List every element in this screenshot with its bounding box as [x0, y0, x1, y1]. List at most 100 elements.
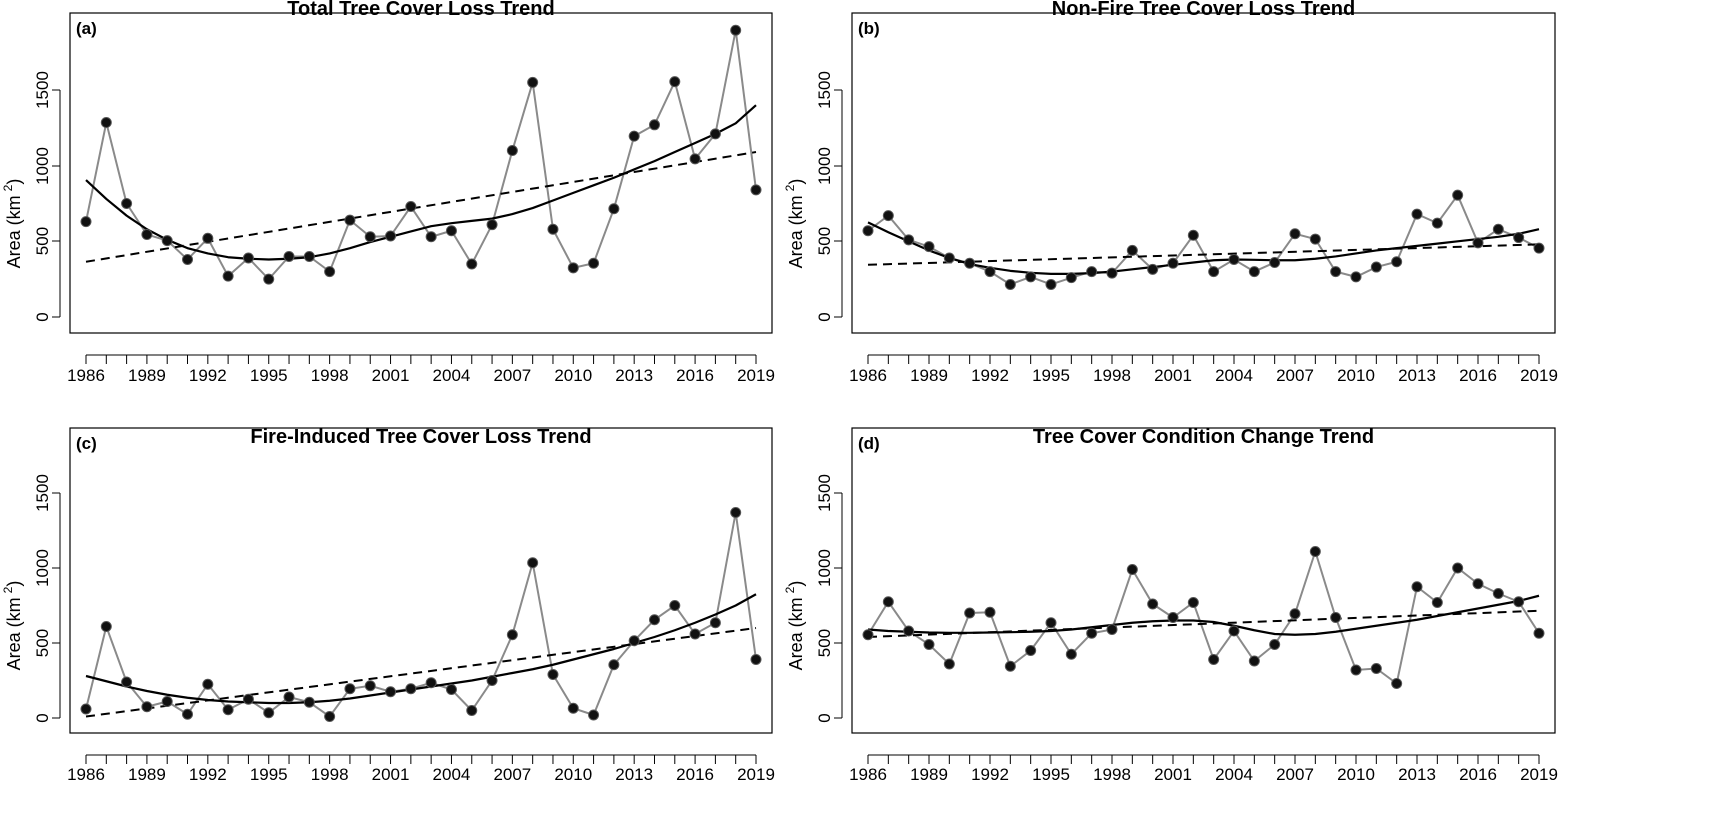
y-axis-title-close: ): [4, 179, 24, 185]
y-axis-title-main: Area (km: [786, 195, 806, 268]
y-tick-label: 1500: [815, 474, 834, 512]
x-tick-label: 2007: [1276, 765, 1314, 784]
x-tick-label: 2016: [1459, 765, 1497, 784]
x-tick-label: 2019: [1520, 765, 1558, 784]
y-tick-label: 0: [815, 713, 834, 722]
y-tick-label: 1000: [33, 549, 52, 587]
data-point: [527, 557, 539, 569]
data-point: [588, 709, 600, 721]
data-point: [882, 210, 894, 222]
data-point: [648, 119, 660, 131]
y-axis-title: Area (km 2): [783, 179, 806, 269]
data-point: [1269, 257, 1281, 269]
data-point: [648, 614, 660, 626]
data-point: [1228, 625, 1240, 637]
data-point: [1533, 627, 1545, 639]
y-axis-title-close: ): [786, 581, 806, 587]
data-point: [1452, 189, 1464, 201]
x-tick-label: 2001: [372, 366, 410, 385]
data-point: [1025, 271, 1037, 283]
data-point: [1147, 598, 1159, 610]
data-point: [202, 232, 214, 244]
data-point: [567, 262, 579, 274]
data-point: [405, 201, 417, 213]
data-point: [425, 231, 437, 243]
data-point: [1472, 578, 1484, 590]
data-point: [486, 219, 498, 231]
observed-series-line: [867, 548, 1540, 686]
x-tick-label: 2016: [676, 366, 714, 385]
data-point: [506, 145, 518, 157]
smoothed-trend-line: [867, 221, 1540, 275]
data-point: [242, 693, 254, 705]
y-tick-label: 500: [815, 629, 834, 657]
data-point: [1004, 278, 1016, 290]
data-point: [1391, 678, 1403, 689]
panel-b: Non-Fire Tree Cover Loss Trend (b) 0 500 100…: [783, 0, 1558, 385]
data-point: [1086, 627, 1098, 639]
data-point: [1370, 663, 1382, 674]
data-point: [486, 675, 498, 686]
data-point: [445, 684, 457, 695]
x-tick-label: 1992: [189, 366, 227, 385]
data-point: [506, 629, 518, 641]
x-tick-label: 1986: [849, 366, 887, 385]
data-point: [984, 266, 996, 278]
data-point: [141, 701, 153, 713]
data-point: [283, 250, 295, 262]
data-point: [709, 617, 721, 629]
x-tick-label: 2001: [1154, 765, 1192, 784]
x-tick-label: 2013: [615, 765, 653, 784]
y-tick-label: 1500: [33, 474, 52, 512]
data-point: [588, 257, 600, 269]
x-tick-label: 1989: [910, 366, 948, 385]
linear-trend-line: [85, 627, 757, 718]
x-tick-label: 1986: [849, 765, 887, 784]
data-point: [405, 683, 417, 695]
data-point: [984, 606, 996, 618]
data-point: [1452, 562, 1464, 574]
smoothed-trend-line: [85, 104, 757, 261]
y-tick-label: 500: [33, 629, 52, 657]
data-point: [425, 677, 437, 689]
data-point: [222, 704, 234, 716]
x-tick-label: 2013: [1398, 366, 1436, 385]
x-tick-label: 1992: [189, 765, 227, 784]
data-point: [903, 625, 915, 637]
data-point: [1167, 257, 1179, 269]
data-point: [161, 696, 173, 707]
data-point: [1431, 217, 1443, 229]
data-point: [1208, 266, 1220, 278]
x-tick-label: 1995: [1032, 366, 1070, 385]
data-point: [1126, 244, 1138, 256]
observed-series-line: [867, 193, 1540, 286]
panel-label: (a): [76, 19, 97, 38]
y-tick-label: 1500: [815, 71, 834, 109]
data-point: [923, 241, 935, 253]
data-point: [1533, 242, 1545, 254]
data-point: [1187, 229, 1199, 241]
y-axis-title-main: Area (km: [786, 597, 806, 670]
data-point: [80, 703, 92, 715]
data-point: [943, 252, 955, 264]
data-point: [882, 596, 894, 608]
x-tick-label: 2016: [676, 765, 714, 784]
data-point: [1167, 612, 1179, 623]
x-tick-label: 1989: [128, 366, 166, 385]
data-point: [730, 507, 742, 518]
data-point: [1147, 263, 1159, 275]
x-tick-label: 2019: [737, 366, 775, 385]
x-tick-label: 1995: [250, 366, 288, 385]
data-point: [303, 696, 315, 708]
data-point: [527, 76, 539, 88]
data-point: [730, 24, 742, 36]
chart-title: Total Tree Cover Loss Trend: [287, 0, 554, 20]
x-tick-label: 2007: [493, 366, 531, 385]
data-point: [628, 635, 640, 647]
x-tick-label: 1995: [1032, 765, 1070, 784]
x-tick-label: 2010: [554, 765, 592, 784]
data-point: [1411, 581, 1423, 593]
plot-frame: [69, 12, 773, 334]
x-tick-label: 1995: [250, 765, 288, 784]
data-point: [964, 257, 976, 269]
